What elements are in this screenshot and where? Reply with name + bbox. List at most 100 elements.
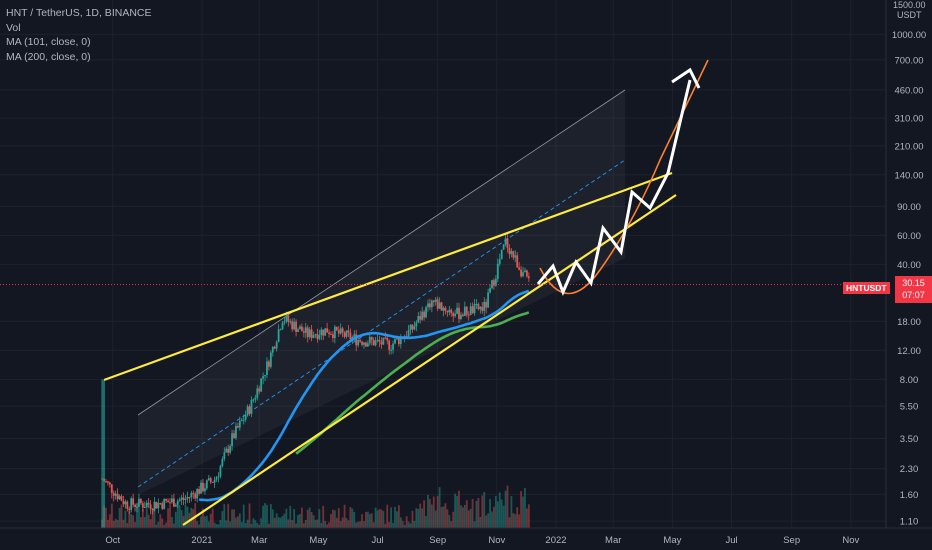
volume-bar [332, 509, 334, 528]
volume-bar [302, 523, 305, 528]
candle-body [180, 497, 183, 500]
volume-bar [112, 520, 115, 528]
volume-bar [378, 509, 381, 528]
candle-body [320, 329, 323, 336]
price-tick-label: 3.50 [900, 434, 919, 445]
volume-bar [157, 521, 160, 528]
volume-bar [310, 512, 313, 528]
volume-bar [178, 505, 181, 528]
ma200-line [295, 311, 530, 455]
volume-bar [120, 504, 123, 528]
candle-body [442, 307, 445, 311]
candle-body [425, 307, 427, 318]
candle-body [421, 311, 424, 320]
volume-bar [411, 510, 414, 528]
candle-body [252, 399, 255, 401]
candle-body [361, 341, 363, 345]
volume-bar [401, 521, 404, 528]
candle-body [467, 314, 470, 316]
volume-bar [297, 515, 299, 528]
volume-bar [471, 498, 474, 528]
volume-bar [141, 508, 144, 528]
volume-bar [124, 510, 127, 528]
candle-body [518, 267, 521, 270]
current-price-box: 30.15 07:07 [895, 276, 932, 303]
volume-bar [465, 500, 468, 528]
candle-body [196, 489, 199, 499]
volume-bar [326, 524, 329, 528]
legend-vol: Vol [6, 21, 21, 34]
volume-bar [394, 507, 396, 528]
volume-bar [240, 521, 243, 528]
volume-bar [370, 513, 373, 528]
volume-bar [236, 516, 239, 528]
candle-body [487, 292, 490, 308]
candle-body [483, 301, 486, 311]
candle-body [165, 498, 168, 501]
volume-bar [351, 508, 354, 528]
candle-body [372, 339, 375, 346]
candle-body [114, 493, 117, 496]
candle-body [281, 322, 284, 330]
volume-bar [314, 519, 317, 528]
candle-body [299, 326, 301, 330]
candle-body [172, 498, 175, 507]
candle-body [516, 255, 519, 268]
candle-body [128, 508, 131, 510]
volume-bar [273, 517, 276, 528]
volume-bar [448, 514, 451, 528]
candle-body [118, 496, 121, 500]
candle-body [235, 425, 237, 438]
candle-body [300, 326, 303, 332]
volume-bar [467, 510, 470, 528]
upper-trendline [103, 171, 673, 382]
volume-bar [285, 508, 288, 528]
time-tick-label: Jul [371, 535, 383, 546]
candle-body [337, 330, 340, 334]
volume-bar [227, 503, 230, 528]
volume-bar [421, 508, 424, 528]
candle-body [444, 307, 447, 311]
candle-body [347, 330, 350, 333]
volume-bar [508, 517, 511, 528]
volume-bar [392, 522, 394, 528]
candle-body [394, 338, 396, 344]
volume-bar [461, 507, 464, 528]
legend-symbol: HNT / TetherUS, 1D, BINANCE [6, 7, 152, 19]
volume-bar [281, 515, 284, 528]
candle-body [302, 331, 305, 333]
candle-body [423, 311, 425, 318]
volume-bar [415, 508, 418, 528]
volume-bar [110, 503, 113, 528]
volume-bar [485, 515, 488, 528]
candle-body [149, 504, 152, 509]
time-tick-label: Oct [105, 535, 120, 546]
candle-body [236, 425, 239, 428]
legend-ma101: MA (101, close, 0) [6, 36, 91, 48]
candle-body [409, 324, 412, 330]
volume-bar [235, 517, 237, 528]
candle-body [155, 501, 158, 509]
volume-bar [264, 503, 266, 528]
candle-body [184, 499, 187, 501]
volume-bar [211, 508, 214, 528]
volume-bar [409, 523, 412, 528]
volume-bar [522, 496, 524, 528]
volume-bar [483, 491, 486, 528]
volume-bar [182, 515, 185, 528]
volume-bar [339, 521, 342, 528]
candle-body [419, 315, 422, 320]
candle-body [250, 399, 253, 414]
volume-bar [345, 518, 348, 528]
volume-bar [161, 518, 164, 528]
candle-body [396, 338, 398, 340]
volume-bar [450, 521, 453, 528]
volume-bar [407, 521, 410, 528]
volume-bar [475, 500, 478, 528]
candle-body [353, 334, 356, 338]
volume-bar [440, 507, 443, 528]
volume-bar [180, 510, 183, 528]
volume-bar [159, 514, 162, 528]
candle-body [297, 329, 299, 332]
